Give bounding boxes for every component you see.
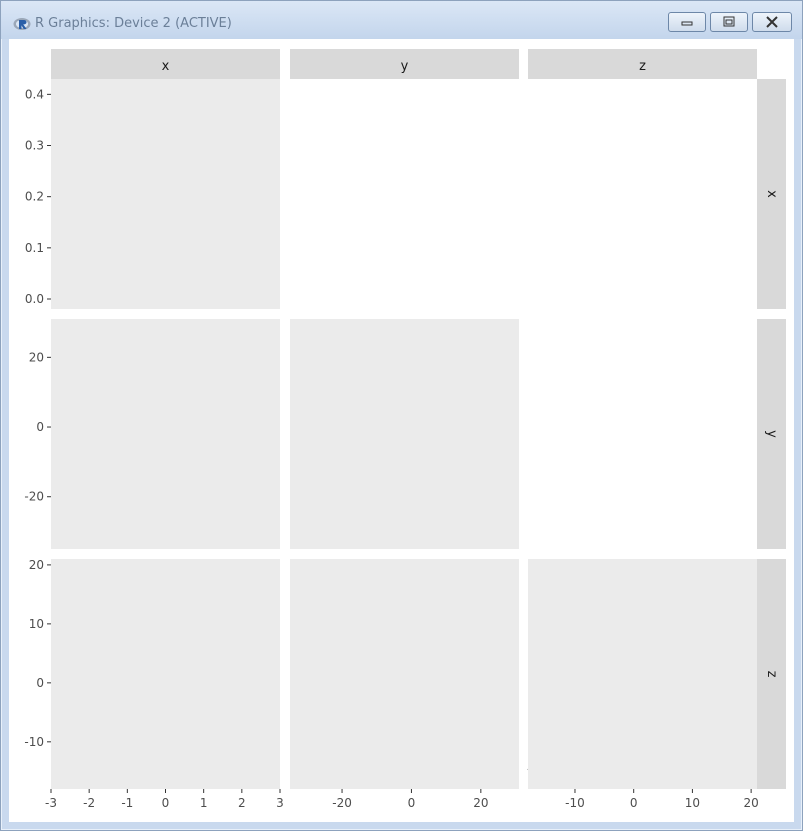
strip-label-top-y: y <box>401 59 409 74</box>
x-tick-label: -1 <box>121 796 133 810</box>
strip-top-x <box>51 49 280 79</box>
strip-label-right-y: y <box>764 430 779 438</box>
y-tick-label: 0.0 <box>25 292 44 306</box>
maximize-button[interactable] <box>710 12 748 32</box>
close-icon <box>766 16 778 28</box>
panel-z-y <box>290 559 519 789</box>
panel-y-y <box>290 319 519 549</box>
strip-label-right-x: x <box>764 190 779 198</box>
y-tick-label: 10 <box>29 617 44 631</box>
x-tick-label: 0 <box>408 796 416 810</box>
panel-x-z <box>528 79 757 309</box>
strip-top-z <box>528 49 757 79</box>
panel-z-z <box>528 559 757 789</box>
x-tick-label: 1 <box>200 796 208 810</box>
maximize-icon <box>723 16 735 27</box>
strip-label-top-x: x <box>162 59 170 74</box>
strip-label-top-z: z <box>639 59 646 74</box>
y-tick-label: 0 <box>36 420 44 434</box>
panel-z-x <box>51 559 280 789</box>
panel-x-y <box>290 79 519 309</box>
strip-label-right-z: z <box>764 671 779 678</box>
window-title: R Graphics: Device 2 (ACTIVE) <box>35 16 232 31</box>
x-tick-label: 2 <box>238 796 246 810</box>
strip-top-y <box>290 49 519 79</box>
y-tick-label: 0.3 <box>25 139 44 153</box>
x-tick-label: -10 <box>565 796 585 810</box>
plot-area: xyzxyzCorr:0.099*Corr:0.097*Corr:-0.0110… <box>9 39 794 822</box>
r-logo-icon <box>13 16 31 30</box>
strip-right-z <box>757 559 786 789</box>
x-tick-label: 20 <box>743 796 758 810</box>
x-tick-label: 3 <box>276 796 284 810</box>
x-tick-label: -20 <box>332 796 352 810</box>
strip-right-x <box>757 79 786 309</box>
panel-x-x <box>51 79 280 309</box>
y-tick-label: 0.1 <box>25 241 44 255</box>
x-tick-label: 20 <box>473 796 488 810</box>
x-tick-label: -3 <box>45 796 57 810</box>
y-tick-label: -10 <box>24 735 44 749</box>
title-bar[interactable]: R Graphics: Device 2 (ACTIVE) <box>1 1 802 39</box>
pairs-plot: xyzxyzCorr:0.099*Corr:0.097*Corr:-0.0110… <box>24 49 786 810</box>
panel-y-z <box>528 319 757 549</box>
x-tick-label: -2 <box>83 796 95 810</box>
x-tick-label: 0 <box>162 796 170 810</box>
y-tick-label: -20 <box>24 490 44 504</box>
y-tick-label: 0 <box>36 676 44 690</box>
y-tick-label: 0.2 <box>25 190 44 204</box>
x-tick-label: 0 <box>630 796 638 810</box>
minimize-icon <box>681 21 693 26</box>
close-button[interactable] <box>752 12 792 32</box>
y-tick-label: 20 <box>29 558 44 572</box>
strip-right-y <box>757 319 786 549</box>
y-tick-label: 20 <box>29 350 44 364</box>
minimize-button[interactable] <box>668 12 706 32</box>
y-tick-label: 0.4 <box>25 87 44 101</box>
panel-y-x <box>51 319 280 549</box>
x-tick-label: 10 <box>685 796 700 810</box>
